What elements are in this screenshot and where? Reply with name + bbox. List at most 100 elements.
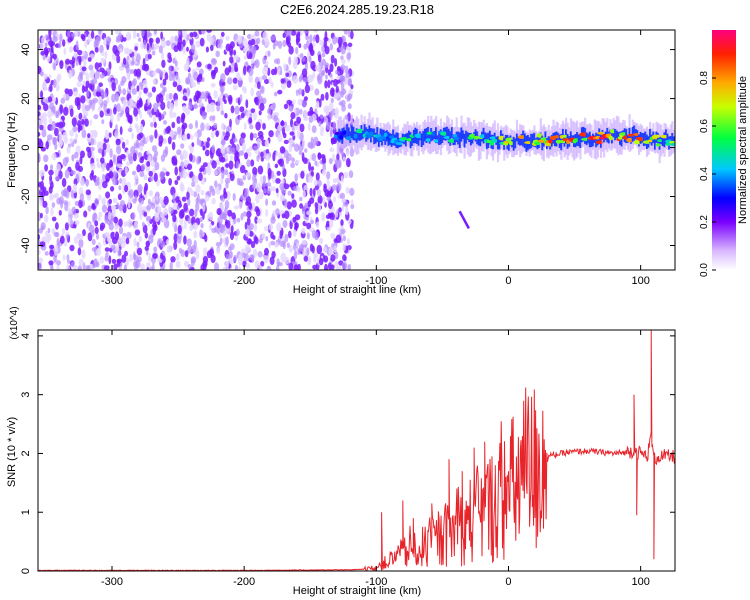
noise-speckle (240, 132, 246, 139)
noise-speckle (258, 238, 263, 244)
noise-speckle (152, 222, 157, 229)
noise-speckle (47, 96, 53, 103)
noise-speckle (189, 171, 194, 178)
signal-band-core (590, 135, 593, 148)
noise-speckle (204, 123, 210, 131)
signal-peak (617, 136, 624, 140)
noise-speckle (50, 164, 53, 172)
noise-speckle (43, 73, 48, 80)
signal-band-core (657, 132, 660, 144)
noise-speckle (238, 265, 241, 270)
noise-speckle (291, 99, 296, 105)
noise-speckle (49, 181, 54, 190)
noise-speckle (335, 234, 342, 244)
noise-speckle (340, 55, 344, 61)
noise-speckle (90, 138, 95, 146)
noise-speckle (106, 108, 110, 114)
noise-speckle (227, 209, 233, 217)
noise-speckle (99, 67, 105, 73)
noise-speckle (52, 105, 56, 115)
noise-speckle (339, 91, 344, 98)
noise-speckle (285, 37, 290, 46)
noise-speckle (162, 217, 167, 223)
noise-speckle (249, 132, 254, 141)
noise-speckle (129, 253, 133, 262)
noise-speckle (202, 202, 206, 212)
noise-speckle (166, 245, 172, 253)
noise-speckle (150, 159, 155, 167)
noise-speckle (321, 156, 327, 165)
noise-speckle (196, 77, 200, 83)
noise-speckle (257, 130, 264, 138)
signal-band-core (352, 126, 355, 141)
noise-speckle (154, 215, 160, 223)
noise-speckle (98, 82, 103, 87)
signal-band-core (408, 130, 411, 142)
noise-speckle (280, 120, 285, 127)
noise-speckle (276, 58, 281, 65)
signal-band-core (449, 131, 452, 146)
noise-speckle (277, 124, 282, 132)
noise-speckle (40, 50, 45, 56)
noise-speckle (328, 157, 333, 165)
noise-speckle (240, 212, 244, 221)
noise-speckle (276, 265, 280, 270)
noise-speckle (67, 216, 71, 226)
noise-speckle (112, 170, 118, 179)
noise-speckle (94, 62, 100, 70)
noise-speckle (241, 142, 246, 152)
noise-speckle (297, 88, 303, 95)
noise-speckle (309, 106, 314, 116)
noise-speckle (298, 43, 302, 49)
noise-speckle (282, 219, 288, 228)
noise-speckle (232, 192, 236, 201)
noise-speckle (146, 215, 152, 222)
noise-speckle (134, 195, 138, 202)
noise-speckle (175, 253, 180, 261)
noise-speckle (116, 30, 122, 33)
noise-speckle (210, 107, 215, 113)
noise-speckle (243, 55, 247, 60)
colorbar-tick-label: 0.6 (699, 119, 710, 133)
noise-speckle (94, 220, 99, 227)
noise-speckle (105, 36, 111, 46)
noise-speckle (75, 58, 79, 66)
noise-speckle (131, 132, 135, 140)
noise-speckle (111, 244, 116, 251)
noise-speckle (121, 254, 127, 263)
noise-speckle (187, 198, 191, 206)
noise-speckle (347, 30, 351, 38)
noise-speckle (315, 34, 320, 44)
noise-speckle (139, 110, 143, 119)
noise-speckle (265, 236, 269, 242)
noise-speckle (283, 149, 289, 159)
noise-speckle (39, 71, 44, 76)
noise-speckle (180, 182, 184, 191)
noise-speckle (111, 93, 116, 103)
noise-speckle (58, 121, 64, 129)
signal-peak (383, 132, 388, 137)
noise-speckle (295, 159, 300, 165)
signal-band-core (458, 132, 461, 148)
noise-speckle (91, 202, 96, 209)
noise-speckle (97, 86, 101, 93)
noise-speckle (206, 137, 211, 142)
noise-speckle (152, 70, 157, 77)
y-tick-label: 3 (20, 392, 32, 398)
noise-speckle (275, 208, 280, 216)
noise-speckle (308, 115, 314, 124)
noise-speckle (139, 156, 144, 164)
noise-speckle (204, 234, 208, 243)
noise-speckle (187, 72, 192, 79)
noise-speckle (105, 143, 111, 153)
noise-speckle (232, 84, 238, 91)
noise-speckle (296, 129, 301, 139)
signal-band-core (514, 138, 517, 149)
noise-speckle (124, 166, 128, 175)
noise-speckle (235, 160, 240, 169)
noise-speckle (139, 171, 145, 178)
noise-speckle (326, 196, 332, 202)
noise-speckle (175, 196, 180, 204)
noise-speckle (147, 155, 152, 163)
